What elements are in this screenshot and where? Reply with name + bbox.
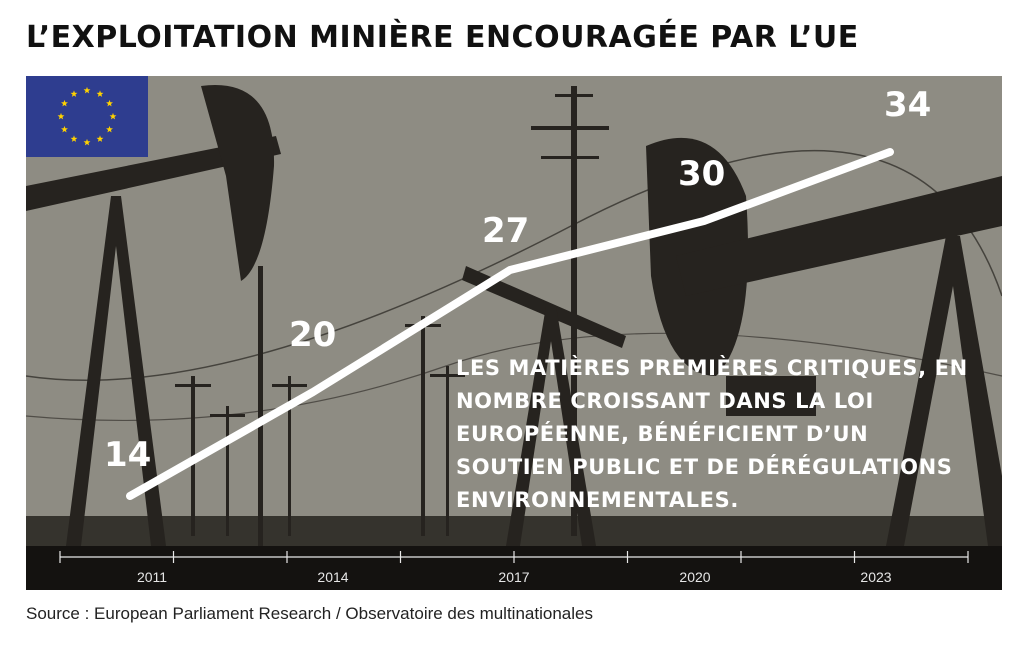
pump-rod-left <box>258 266 263 546</box>
utility-pole <box>446 366 449 536</box>
data-labels: 14 20 27 30 34 <box>104 85 931 475</box>
flag-star <box>96 135 104 142</box>
pole-crossbar <box>430 374 465 377</box>
eu-flag-icon <box>26 76 148 157</box>
pole-crossbar <box>272 384 307 387</box>
data-label: 27 <box>482 211 529 251</box>
page-title: L’EXPLOITATION MINIÈRE ENCOURAGÉE PAR L’… <box>26 20 859 55</box>
flag-star <box>70 135 78 142</box>
annotation-text: LES MATIÈRES PREMIÈRES CRITIQUES, EN NOM… <box>456 356 968 512</box>
pump-derrick-left <box>66 196 166 546</box>
pump-beam-left <box>26 136 281 211</box>
power-wire <box>26 332 1002 422</box>
pump-motor-right <box>726 376 816 416</box>
flag-star <box>96 90 104 97</box>
utility-pole <box>571 86 577 536</box>
data-label: 30 <box>678 154 725 194</box>
pump-beam-right <box>676 176 1002 296</box>
pump-derrick-middle <box>506 306 596 546</box>
pole-crossbar <box>541 156 599 159</box>
flag-star <box>106 99 113 107</box>
flag-star <box>83 138 91 146</box>
line-chart: 2011 2014 2017 2020 2023 14 20 27 30 34 <box>26 85 1002 590</box>
utility-pole <box>421 316 425 536</box>
flag-star <box>70 90 78 97</box>
flag-star <box>57 112 65 120</box>
flag-stars <box>57 86 117 146</box>
utility-pole <box>288 376 291 536</box>
power-wire <box>26 150 1002 381</box>
flag-star <box>61 99 68 107</box>
pump-derrick-right <box>886 236 1002 546</box>
pump-beam-middle <box>462 266 626 348</box>
pump-head-left <box>201 85 275 281</box>
pole-crossbar <box>555 94 593 97</box>
flag-star <box>83 86 91 94</box>
x-axis: 2011 2014 2017 2020 2023 <box>26 546 1002 590</box>
x-tick-label: 2017 <box>498 569 529 585</box>
series-polyline <box>126 148 894 500</box>
series-line <box>126 148 894 500</box>
source-note: Source : European Parliament Research / … <box>26 604 593 623</box>
data-label: 14 <box>104 435 151 475</box>
x-tick-label: 2014 <box>317 569 348 585</box>
x-tick-label: 2020 <box>679 569 710 585</box>
utility-pole <box>226 406 229 536</box>
x-tick-label: 2011 <box>137 569 167 585</box>
flag-star <box>106 125 113 133</box>
flag-star <box>61 125 68 133</box>
chart-panel: 2011 2014 2017 2020 2023 14 20 27 30 34 LES MATI… <box>26 76 1002 590</box>
pole-crossbar <box>175 384 211 387</box>
data-label: 20 <box>289 315 336 355</box>
pole-crossbar <box>531 126 609 130</box>
flag-star <box>109 112 117 120</box>
data-label: 34 <box>884 85 931 125</box>
x-tick-label: 2023 <box>860 569 891 585</box>
